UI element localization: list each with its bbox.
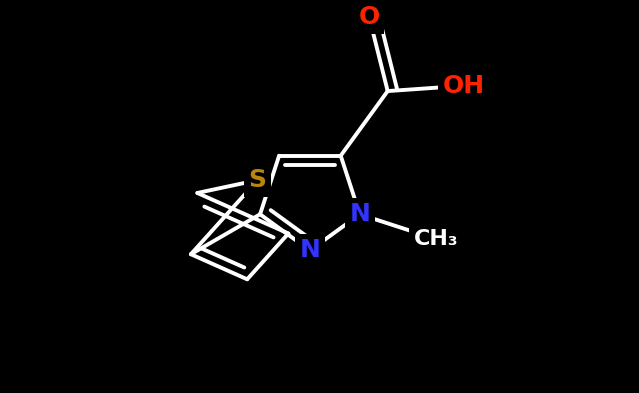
Text: N: N <box>300 239 320 263</box>
Text: S: S <box>249 168 266 192</box>
Text: OH: OH <box>442 74 484 98</box>
Text: N: N <box>350 202 370 226</box>
Text: O: O <box>358 6 380 29</box>
Text: CH₃: CH₃ <box>413 229 458 249</box>
